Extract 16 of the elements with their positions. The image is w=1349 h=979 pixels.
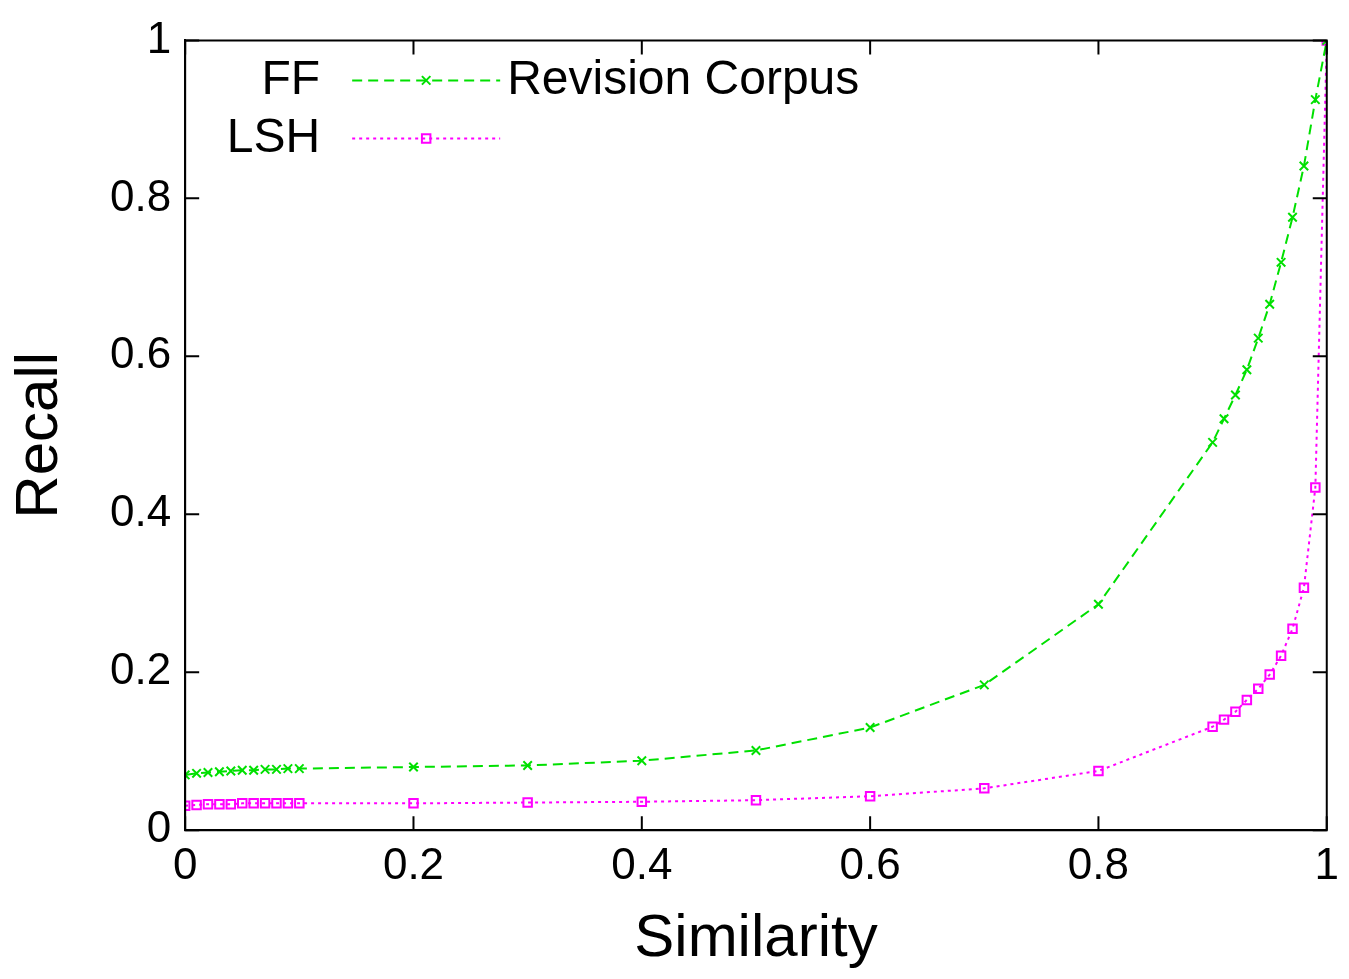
- x-tick-label: 1: [1314, 838, 1340, 888]
- y-tick-label: 1: [146, 12, 172, 62]
- legend-label: LSH: [226, 108, 321, 162]
- x-tick-label: 0.4: [611, 838, 673, 888]
- x-tick-label: 0.8: [1067, 838, 1130, 888]
- x-tick-label: 0.2: [382, 838, 445, 888]
- y-tick-label: 0.6: [109, 328, 172, 378]
- y-tick-label: 0: [146, 802, 172, 852]
- legend-label: FF: [261, 50, 321, 104]
- y-tick-label: 0.8: [109, 170, 172, 220]
- chart-title: Revision Corpus: [507, 50, 860, 104]
- x-tick-label: 0.6: [839, 838, 901, 888]
- y-axis-title: Recall: [2, 351, 70, 519]
- y-tick-label: 0.4: [109, 486, 172, 536]
- y-tick-label: 0.2: [109, 644, 172, 694]
- x-axis-title: Similarity: [634, 901, 878, 969]
